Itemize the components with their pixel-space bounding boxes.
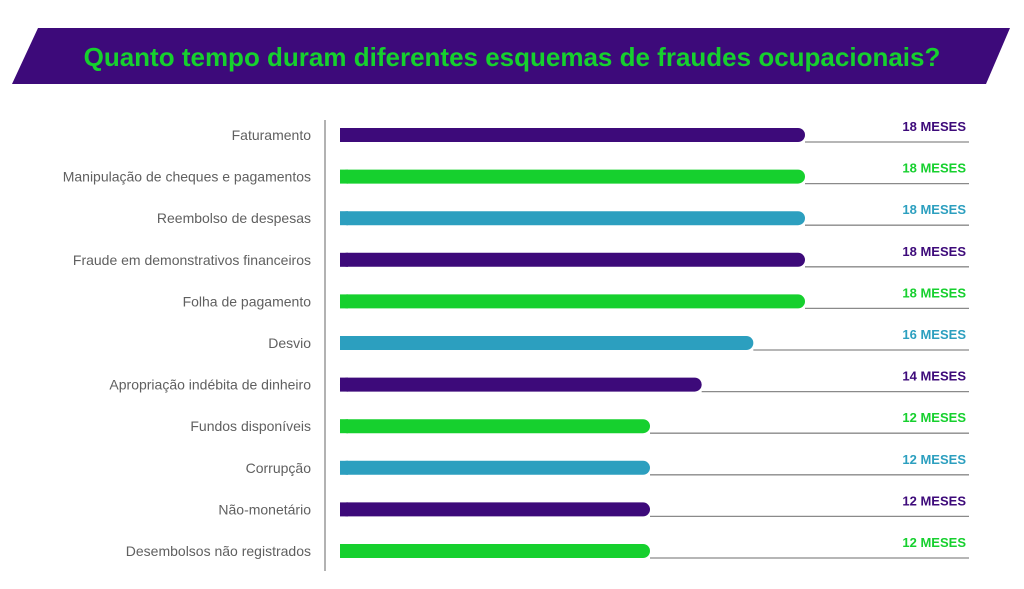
bar — [340, 336, 754, 350]
bars-group: Faturamento 18 MESES Manipulação de cheque… — [63, 119, 969, 559]
value-label: 12 MESES — [902, 535, 966, 550]
bar — [340, 128, 805, 142]
category-label: Manipulação de cheques e pagamentos — [63, 169, 311, 185]
bar-left-cap — [340, 460, 348, 475]
category-label: Fundos disponíveis — [190, 418, 311, 434]
bar — [340, 544, 650, 558]
bar-left-cap — [340, 128, 348, 142]
value-label: 18 MESES — [902, 161, 966, 176]
bar — [340, 252, 805, 267]
value-label: 12 MESES — [902, 493, 966, 508]
category-label: Apropriação indébita de dinheiro — [109, 377, 311, 393]
value-label: 18 MESES — [902, 202, 966, 217]
bar-left-cap — [340, 419, 348, 434]
category-label: Corrupção — [246, 460, 312, 476]
value-label: 18 MESES — [902, 119, 966, 134]
category-label: Faturamento — [232, 127, 312, 143]
value-label: 16 MESES — [902, 327, 966, 342]
category-label: Desvio — [268, 335, 311, 351]
category-label: Desembolsos não registrados — [126, 543, 311, 559]
bar-left-cap — [340, 252, 348, 267]
category-label: Fraude em demonstrativos financeiros — [73, 252, 311, 268]
value-label: 18 MESES — [902, 285, 966, 300]
title-banner — [12, 28, 1010, 84]
value-label: 12 MESES — [902, 410, 966, 425]
category-label: Não-monetário — [218, 501, 311, 517]
bar-left-cap — [340, 502, 348, 517]
category-label: Folha de pagamento — [183, 293, 312, 309]
value-label: 14 MESES — [902, 369, 966, 384]
bar — [340, 460, 650, 475]
bar-left-cap — [340, 169, 348, 184]
bar-left-cap — [340, 336, 348, 350]
value-label: 12 MESES — [902, 452, 966, 467]
bar-left-cap — [340, 294, 348, 309]
bar-left-cap — [340, 377, 348, 392]
bar — [340, 419, 650, 434]
bar — [340, 502, 650, 517]
bar-left-cap — [340, 211, 348, 226]
bar — [340, 211, 805, 226]
category-label: Reembolso de despesas — [157, 210, 311, 226]
bar — [340, 294, 805, 309]
value-label: 18 MESES — [902, 244, 966, 259]
bar — [340, 377, 702, 392]
chart-title: Quanto tempo duram diferentes esquemas d… — [84, 42, 941, 72]
bar — [340, 169, 805, 184]
bar-left-cap — [340, 544, 348, 558]
